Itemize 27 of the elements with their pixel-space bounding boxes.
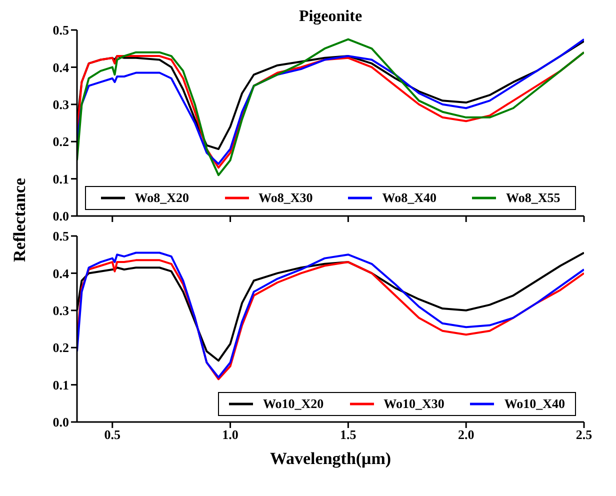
legend-label: Wo10_X30 [384,396,444,412]
y-tick-label: 0.3 [52,303,70,318]
y-tick-label: 0.5 [52,22,70,38]
y-tick-label: 0.4 [52,266,70,281]
y-tick-label: 0.2 [52,134,69,150]
x-tick-label: 1.0 [222,427,238,442]
x-tick-label: 1.5 [340,427,357,442]
y-tick-label: 0.5 [52,228,70,244]
legend-label: Wo10_X40 [504,396,565,412]
chart-title: Pigeonite [298,8,364,26]
y-axis-title: Reflectance [10,178,30,262]
x-tick-label: 2.5 [576,427,593,442]
y-tick-label: 0.0 [52,208,69,224]
legend-label: Wo8_X40 [382,190,436,206]
y-tick-label: 0.1 [52,171,69,186]
y-tick-label: 0.1 [52,377,69,392]
y-tick-label: 0.3 [52,97,70,112]
x-tick-label: 2.0 [458,427,474,442]
y-tick-label: 0.4 [52,60,70,75]
x-tick-label: 0.5 [104,427,121,442]
legend-label: Wo8_X20 [134,190,189,206]
y-tick-label: 0.2 [52,340,69,356]
y-tick-label: 0.0 [52,414,69,430]
legend-label: Wo10_X20 [262,396,324,412]
legend-label: Wo8_X55 [506,190,560,206]
legend-label: Wo8_X30 [258,190,313,206]
x-axis-title: Wavelength(μm) [268,448,392,470]
